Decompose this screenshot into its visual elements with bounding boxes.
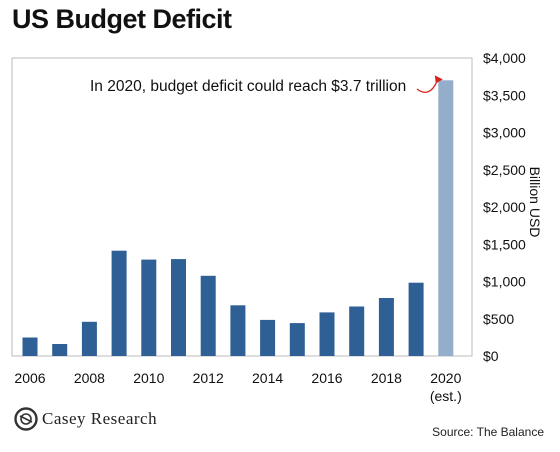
bar-2008 [81, 321, 97, 356]
annotation-arrowhead [434, 75, 443, 84]
source-note: Source: The Balance [432, 425, 544, 439]
x-tick-label: 2006 [14, 370, 45, 386]
x-tick-label: 2014 [252, 370, 283, 386]
bar-2006 [22, 337, 38, 356]
brand-name: Casey Research [42, 409, 158, 428]
bar-2011 [171, 259, 186, 356]
y-tick-label: $2,000 [483, 199, 526, 215]
bar-2014 [260, 319, 276, 356]
y-axis-label: Billion USD [527, 167, 543, 238]
x-tick-label: 2008 [74, 370, 105, 386]
bar-2009 [111, 250, 127, 356]
bar-2012 [200, 275, 216, 356]
bar-2016 [319, 312, 335, 356]
bar-2019 [408, 282, 424, 356]
y-tick-label: $2,500 [483, 162, 526, 178]
chart-title: US Budget Deficit [12, 4, 232, 34]
bars [22, 80, 454, 357]
y-tick-label: $4,000 [483, 50, 526, 66]
annotation-arrow [416, 79, 439, 93]
x-tick-sublabel: (est.) [430, 388, 462, 404]
y-axis-ticks: $0 $500 $1,000 $1,500 $2,000 $2,500 $3,000 $3,5… [483, 50, 526, 364]
y-tick-label: $500 [483, 311, 514, 327]
y-tick-label: $1,000 [483, 274, 526, 290]
x-tick-label: 2012 [193, 370, 224, 386]
bar-2007 [52, 344, 68, 356]
brand: Casey Research [14, 407, 157, 431]
annotation-text: In 2020, budget deficit could reach $3.7… [90, 78, 406, 95]
x-tick-label: 2016 [311, 370, 342, 386]
x-tick-label: 2010 [133, 370, 164, 386]
y-tick-label: $3,500 [483, 87, 526, 103]
x-tick-label: 2020 [430, 370, 461, 386]
bar-2010 [141, 259, 157, 356]
y-tick-label: $3,000 [483, 125, 526, 141]
bar-2020 [438, 80, 454, 357]
bar-2017 [349, 306, 365, 356]
casey-research-logo-icon [14, 407, 38, 431]
bar-2018 [378, 298, 394, 356]
bar-2013 [230, 305, 246, 356]
y-tick-label: $0 [483, 348, 499, 364]
bar-2015 [289, 323, 305, 356]
x-axis-ticks: 2006 2008 2010 2012 2014 2016 2018 2020 (est.) [14, 370, 461, 404]
y-tick-label: $1,500 [483, 236, 526, 252]
x-tick-label: 2018 [371, 370, 402, 386]
